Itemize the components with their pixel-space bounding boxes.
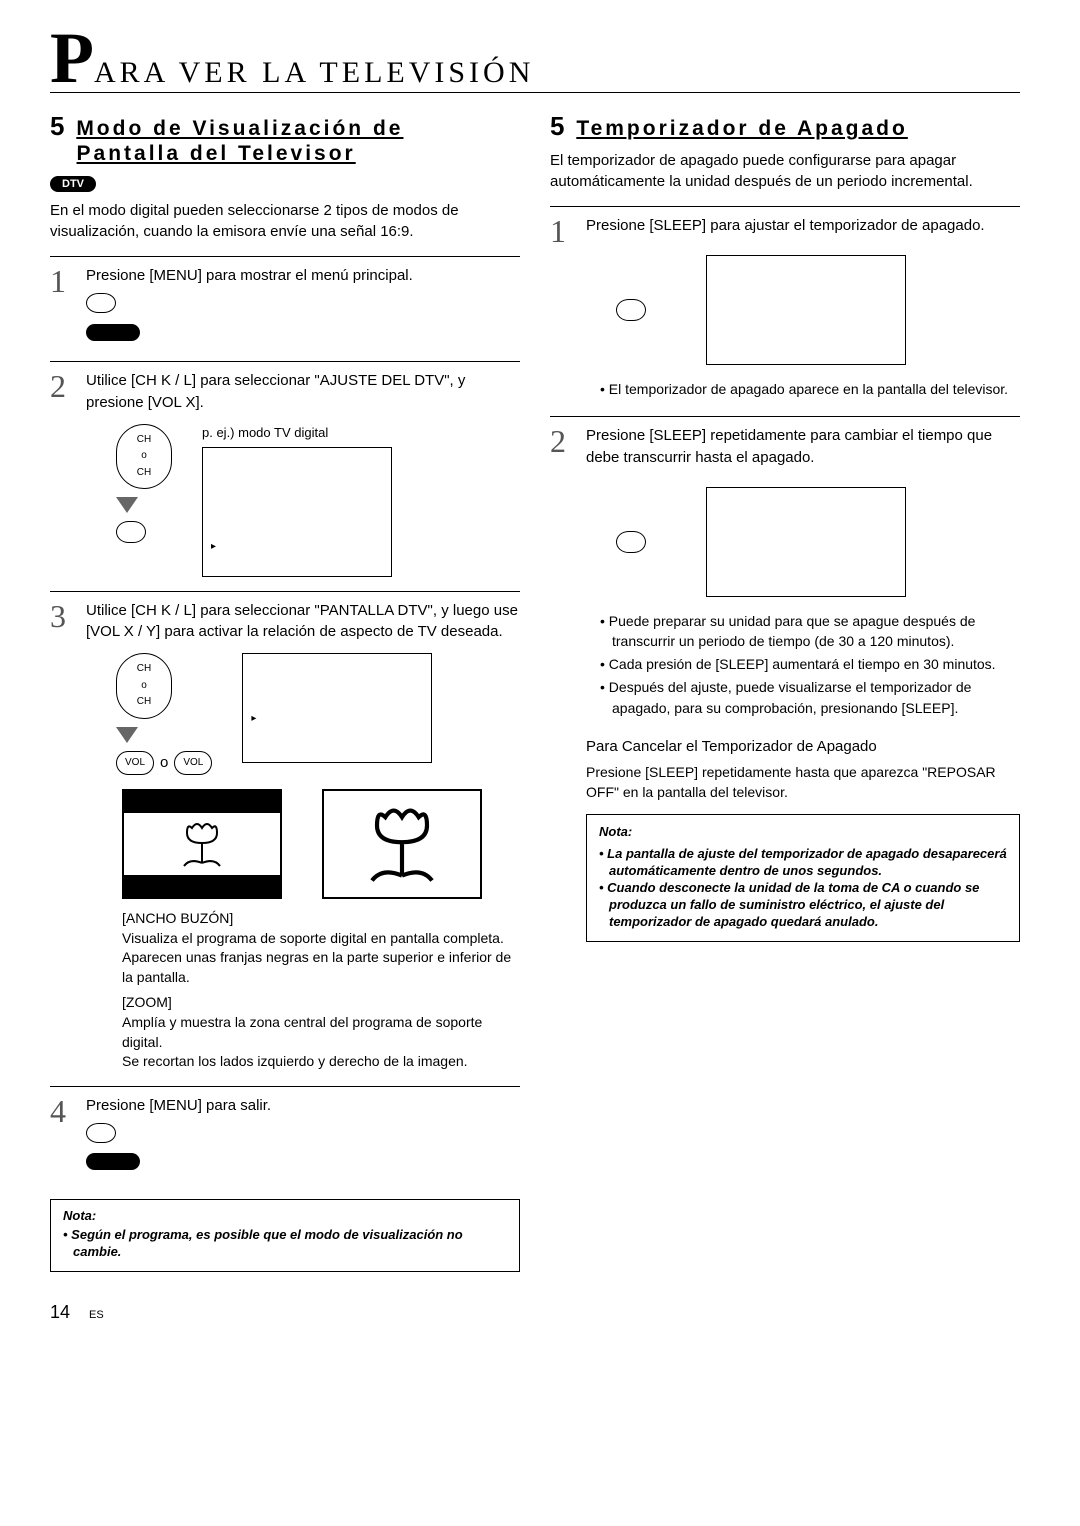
down-arrow-icon [116, 727, 138, 743]
example-screen-2: ▸ [242, 653, 432, 763]
sleep-graphic-1 [616, 255, 1020, 365]
header-rest: ARA VER LA TELEVISIÓN [94, 56, 534, 90]
menu-button-icon [86, 1123, 116, 1143]
tulip-icon [352, 797, 452, 887]
left-step-2: 2 Utilice [CH K / L] para seleccionar "A… [50, 362, 520, 580]
left-column: 5 Modo de Visualización de Pantalla del … [50, 111, 520, 1272]
aspect-thumbnails [122, 789, 520, 899]
right-step-2: 2 Presione [SLEEP] repetidamente para ca… [550, 417, 1020, 946]
left-note-box: Nota: • Según el programa, es posible qu… [50, 1199, 520, 1272]
header-big-letter: P [50, 30, 94, 88]
zoom-thumb [322, 789, 482, 899]
sleep-button-icon [616, 531, 646, 553]
ch-remote-graphic: CH o CH [116, 424, 172, 544]
left-intro: En el modo digital pueden seleccionarse … [50, 200, 520, 242]
menu-button-icon [86, 293, 116, 313]
letterbox-thumb [122, 789, 282, 899]
cancel-body: Presione [SLEEP] repetidamente hasta que… [586, 762, 1020, 803]
ok-button-icon [116, 521, 146, 543]
right-note-box: Nota: • La pantalla de ajuste del tempor… [586, 814, 1020, 941]
right-section-title: 5 Temporizador de Apagado [550, 111, 1020, 142]
sleep-button-icon [616, 299, 646, 321]
down-arrow-icon [116, 497, 138, 513]
aspect-descriptions: [ANCHO BUZÓN] Visualiza el programa de s… [122, 909, 520, 1072]
tv-screen-icon [706, 487, 906, 597]
right-intro: El temporizador de apagado puede configu… [550, 150, 1020, 192]
menu-pill-icon [86, 1153, 140, 1170]
tv-screen-icon [706, 255, 906, 365]
page-header: P ARA VER LA TELEVISIÓN [50, 30, 1020, 93]
tulip-icon [172, 818, 232, 868]
sleep-graphic-2 [616, 487, 1020, 597]
content-columns: 5 Modo de Visualización de Pantalla del … [50, 111, 1020, 1272]
right-column: 5 Temporizador de Apagado El temporizado… [550, 111, 1020, 1272]
right-step-1: 1 Presione [SLEEP] para ajustar el tempo… [550, 207, 1020, 406]
dtv-badge: DTV [50, 176, 96, 192]
page-footer: 14 ES [50, 1302, 1020, 1323]
left-step-4: 4 Presione [MENU] para salir. [50, 1087, 520, 1181]
left-step-1: 1 Presione [MENU] para mostrar el menú p… [50, 257, 520, 351]
cancel-subhead: Para Cancelar el Temporizador de Apagado [586, 736, 1020, 758]
left-section-title: 5 Modo de Visualización de Pantalla del … [50, 111, 520, 166]
menu-pill-icon [86, 324, 140, 341]
left-step-3: 3 Utilice [CH K / L] para seleccionar "P… [50, 592, 520, 1076]
example-screen-1: p. ej.) modo TV digital ▸ [202, 424, 392, 577]
ch-vol-remote-graphic: CH o CH VOL o VOL [116, 653, 212, 775]
